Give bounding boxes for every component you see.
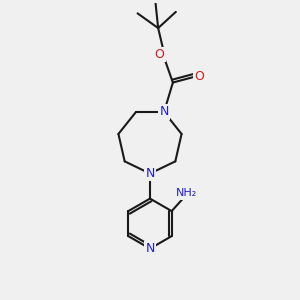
Text: N: N [145,167,155,180]
Text: O: O [155,48,165,61]
Text: O: O [194,70,204,83]
Text: NH₂: NH₂ [176,188,197,198]
Text: N: N [159,106,169,118]
Text: N: N [145,242,155,255]
